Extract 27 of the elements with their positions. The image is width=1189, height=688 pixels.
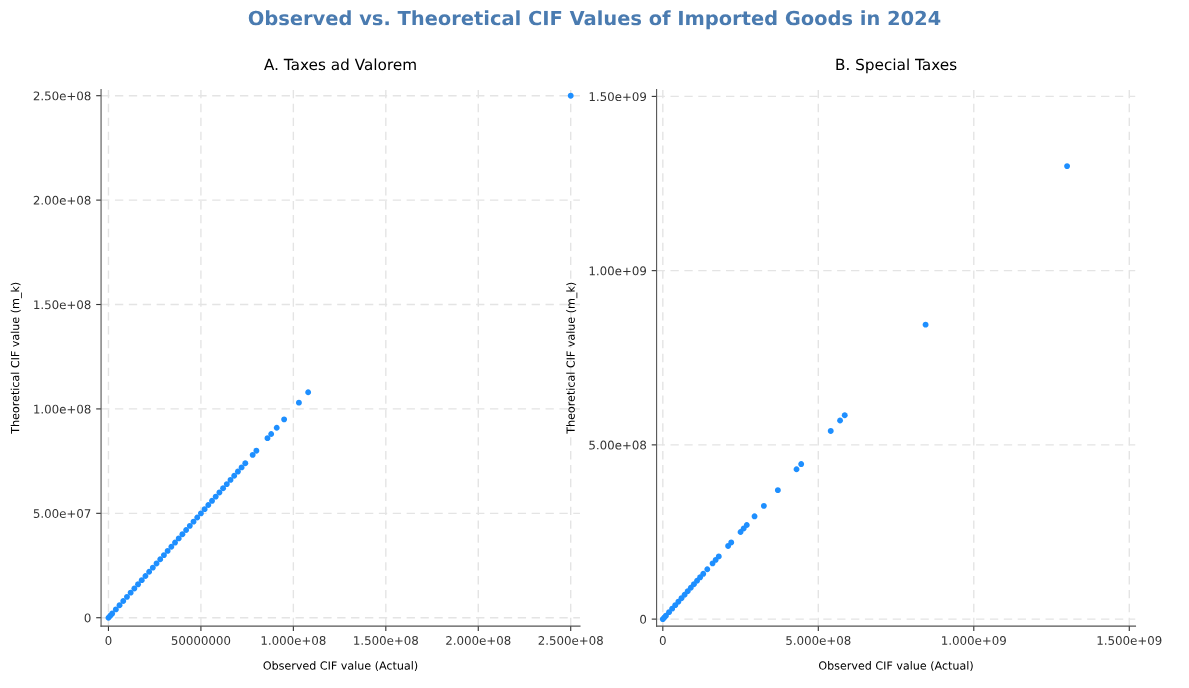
x-tick-label: 2.500e+08 bbox=[538, 636, 603, 645]
y-axis-title: Theoretical CIF value (m_k) bbox=[566, 282, 578, 434]
x-tick-label: 1.500e+09 bbox=[1097, 636, 1162, 645]
x-tick-label: 0 bbox=[659, 636, 666, 645]
x-tick-label: 2.000e+08 bbox=[446, 636, 511, 645]
x-tick-label: 5.000e+08 bbox=[786, 636, 851, 645]
x-tick-label: 1.500e+08 bbox=[354, 636, 418, 645]
y-tick-label: 5.00e+08 bbox=[589, 440, 647, 450]
text: Observed vs. Theoretical CIF Values of Imported Goods in 2024 bbox=[248, 10, 941, 30]
y-tick-label: 0 bbox=[640, 614, 647, 624]
y-tick-label: 2.50e+08 bbox=[33, 91, 91, 101]
chart-title: A. Taxes ad Valorem bbox=[264, 58, 416, 71]
y-axis-title: Theoretical CIF value (m_k) bbox=[10, 282, 22, 434]
y-tick-label: 2.00e+08 bbox=[33, 195, 91, 205]
y-tick-label: 5.00e+07 bbox=[33, 509, 91, 518]
chart-title: B. Special Taxes bbox=[836, 58, 957, 74]
y-tick-label: 0 bbox=[84, 613, 91, 623]
x-axis-title: Observed CIF value (Actual) bbox=[819, 661, 973, 672]
x-tick-label: 1.000e+08 bbox=[261, 636, 326, 645]
x-tick-label: 50000000 bbox=[171, 636, 231, 645]
x-tick-label: 1.000e+09 bbox=[942, 636, 1006, 645]
y-tick-label: 1.00e+08 bbox=[34, 404, 91, 414]
x-axis-title: Observed CIF value (Actual) bbox=[263, 661, 418, 672]
x-tick-label: 0 bbox=[105, 636, 112, 645]
y-tick-label: 1.00e+09 bbox=[589, 266, 647, 276]
y-tick-label: 1.50e+08 bbox=[34, 300, 91, 310]
y-tick-label: 1.50e+09 bbox=[589, 92, 647, 102]
